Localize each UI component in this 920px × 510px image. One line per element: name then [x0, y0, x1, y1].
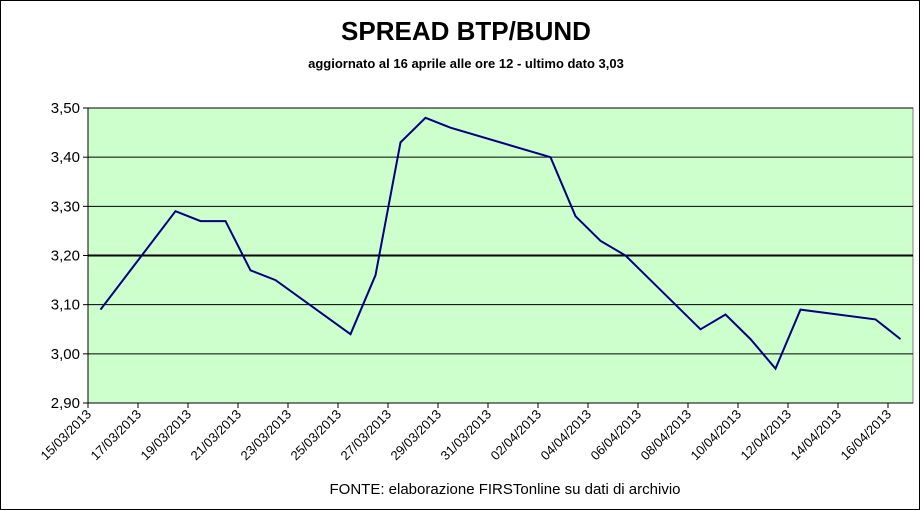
- y-tick-label: 3,30: [51, 198, 80, 215]
- chart-title: SPREAD BTP/BUND: [341, 16, 591, 46]
- data-line: [99, 116, 902, 371]
- y-tick-label: 3,00: [51, 346, 80, 363]
- y-tick-label: 3,20: [51, 248, 80, 265]
- y-tick-label: 2,90: [51, 395, 80, 412]
- chart-subtitle: aggiornato al 16 aprile alle ore 12 - ul…: [308, 56, 624, 71]
- y-tick-label: 3,50: [51, 100, 80, 117]
- y-tick-label: 3,10: [51, 297, 80, 314]
- y-tick-label: 3,40: [51, 149, 80, 166]
- source-note: FONTE: elaborazione FIRSTonline su dati …: [330, 481, 681, 498]
